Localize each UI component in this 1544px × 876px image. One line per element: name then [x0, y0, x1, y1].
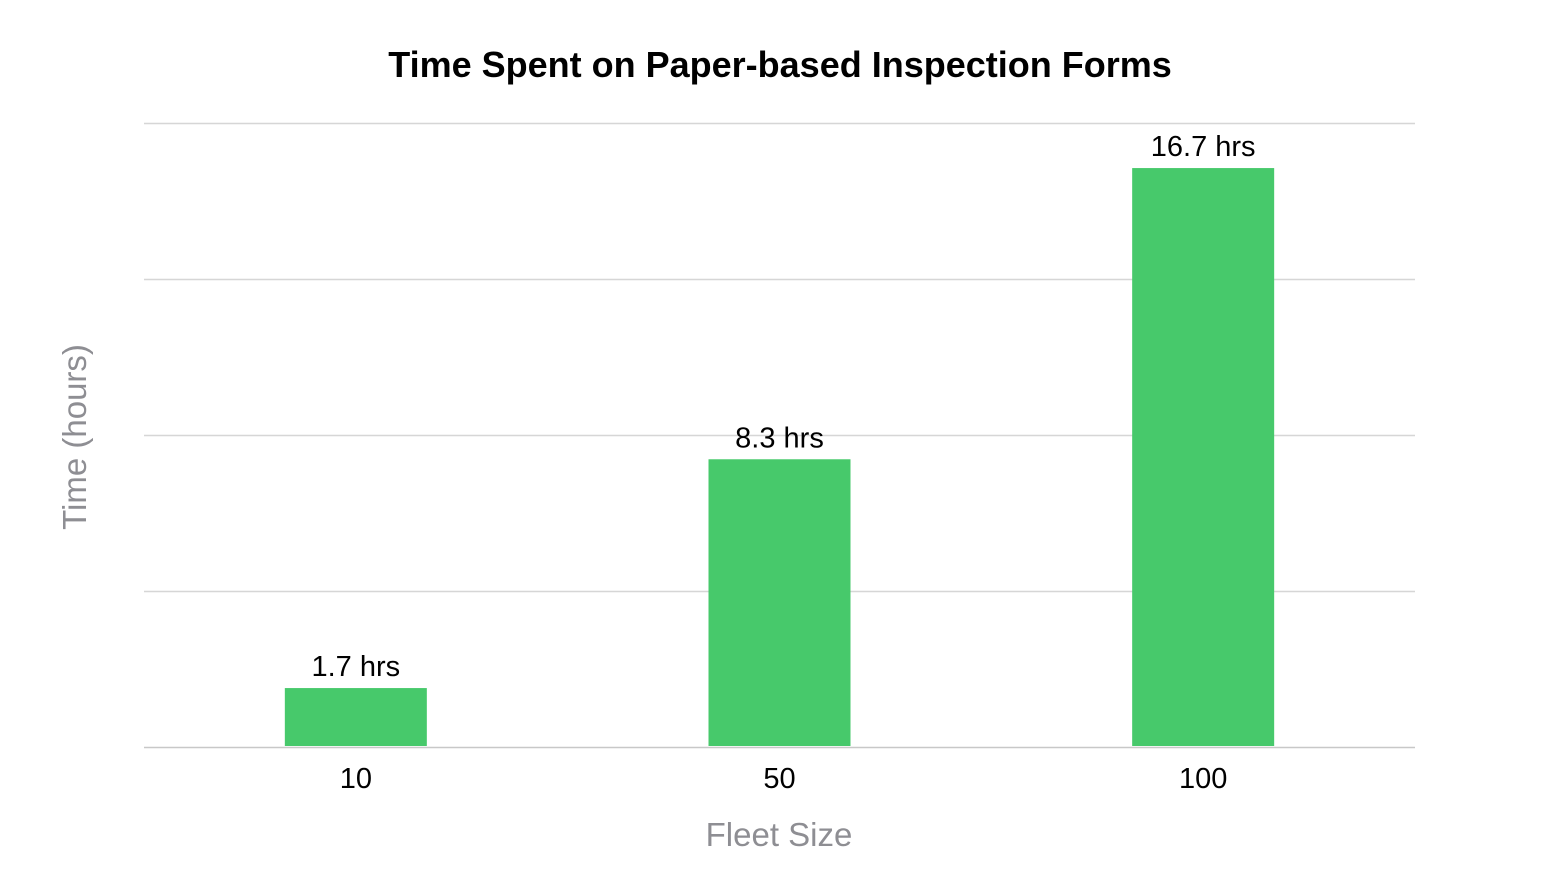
x-tick-label-50: 50 — [763, 763, 795, 795]
bars — [284, 168, 1275, 747]
bar-100 — [1132, 168, 1275, 747]
data-label-50: 8.3 hrs — [735, 422, 824, 454]
bar-50 — [708, 459, 851, 746]
y-axis-title: Time (hours) — [56, 344, 93, 530]
x-axis-title: Fleet Size — [706, 816, 853, 853]
data-label-100: 16.7 hrs — [1151, 131, 1256, 163]
bar-10 — [284, 688, 427, 746]
x-tick-label-10: 10 — [340, 763, 372, 795]
data-label-10: 1.7 hrs — [311, 651, 400, 683]
data-labels: 1.7 hrs 8.3 hrs 16.7 hrs — [311, 131, 1255, 683]
x-tick-labels: 10 50 100 — [340, 763, 1228, 795]
chart-title: Time Spent on Paper-based Inspection For… — [388, 44, 1172, 85]
x-tick-label-100: 100 — [1179, 763, 1227, 795]
